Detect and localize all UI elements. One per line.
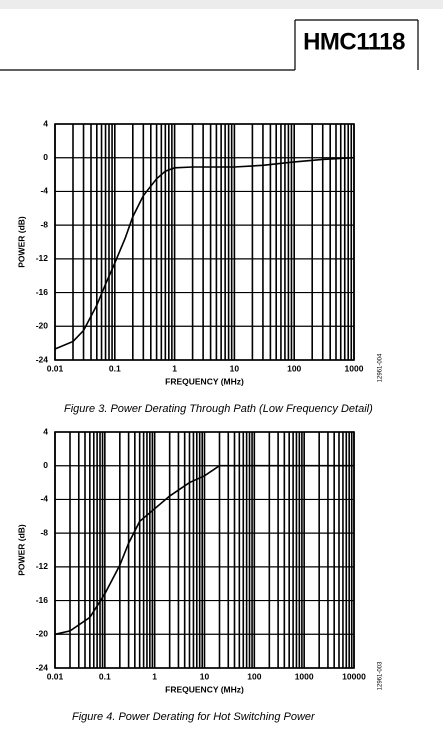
x-tick-label: 0.1: [109, 363, 121, 373]
y-axis-label: POWER (dB): [16, 524, 26, 576]
y-tick-label: -8: [40, 219, 48, 229]
y-tick-label: -12: [36, 561, 49, 571]
header-title: HMC1118: [303, 28, 405, 55]
y-tick-label: 4: [43, 426, 48, 436]
x-tick-label: 1: [152, 671, 157, 681]
y-tick-label: -4: [40, 494, 48, 504]
x-axis-label: FREQUENCY (MHz): [165, 684, 244, 694]
x-tick-label: 0.01: [47, 363, 64, 373]
y-tick-label: -16: [36, 595, 49, 605]
y-tick-label: -24: [36, 662, 49, 672]
x-tick-label: 1: [172, 363, 177, 373]
figure-caption: Figure 3. Power Derating Through Path (L…: [64, 403, 373, 415]
y-axis-label: POWER (dB): [16, 216, 26, 268]
y-tick-label: 0: [43, 152, 48, 162]
x-tick-label: 100: [287, 363, 301, 373]
x-tick-label: 1000: [345, 363, 364, 373]
top-bar: [0, 0, 443, 9]
y-tick-label: 0: [43, 460, 48, 470]
x-tick-label: 10: [230, 363, 240, 373]
x-tick-label: 10000: [342, 671, 366, 681]
data-line: [54, 156, 355, 350]
y-tick-label: -12: [36, 253, 49, 263]
figure-caption: Figure 4. Power Derating for Hot Switchi…: [72, 711, 316, 723]
figure-id: 12961-003: [378, 661, 384, 690]
y-tick-label: -20: [36, 321, 49, 331]
x-tick-label: 0.01: [47, 671, 64, 681]
x-tick-label: 0.1: [99, 671, 111, 681]
x-tick-label: 1000: [295, 671, 314, 681]
y-tick-label: -4: [40, 186, 48, 196]
y-tick-label: -24: [36, 354, 49, 364]
x-tick-label: 100: [247, 671, 261, 681]
y-tick-label: -16: [36, 287, 49, 297]
figure-id: 12961-004: [378, 353, 384, 382]
y-tick-label: -8: [40, 527, 48, 537]
x-axis-label: FREQUENCY (MHz): [165, 376, 244, 386]
plot-frame: [54, 431, 355, 669]
x-tick-label: 10: [200, 671, 210, 681]
plot-frame: [54, 123, 355, 361]
y-tick-label: -20: [36, 629, 49, 639]
data-line: [54, 464, 354, 636]
y-tick-label: 4: [43, 118, 48, 128]
